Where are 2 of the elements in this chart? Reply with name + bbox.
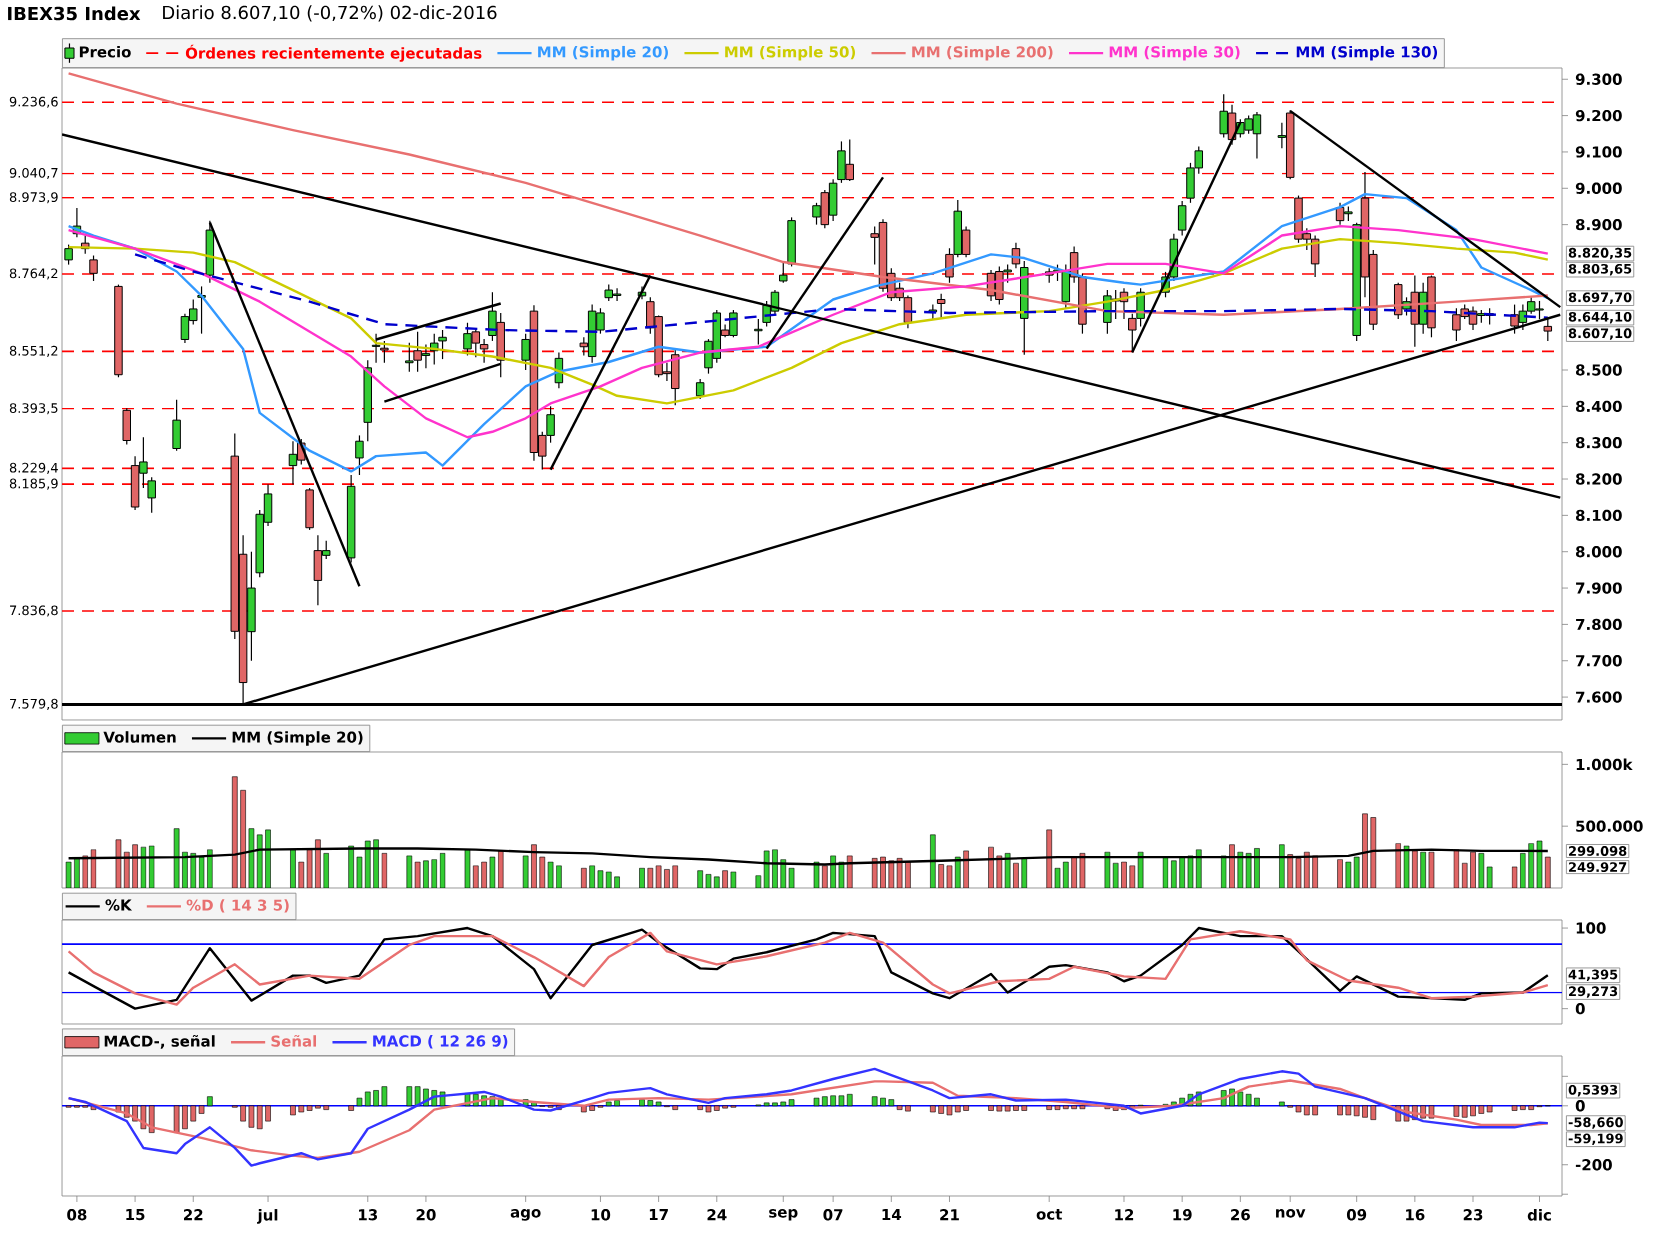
chart-title: IBEX35 Index bbox=[8, 6, 141, 21]
chart-subtitle: Diario 8.607,10 (-0,72%) 02-dic-2016 bbox=[163, 5, 497, 22]
